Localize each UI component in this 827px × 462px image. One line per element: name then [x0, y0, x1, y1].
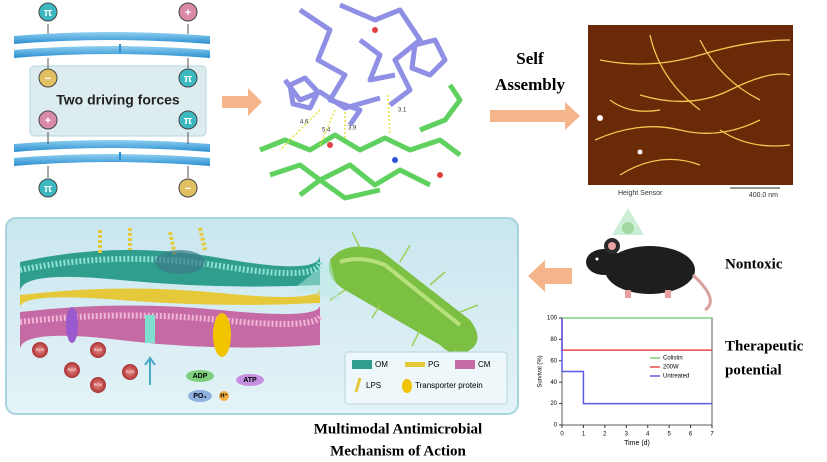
distance-label: 3.9 [348, 126, 357, 132]
molecule-label: ATP [243, 377, 257, 384]
charge-badge [178, 110, 198, 130]
therapeutic-label: Therapeutic [725, 338, 804, 354]
molecule-badge [188, 390, 212, 402]
molecule-label: ADP [193, 373, 208, 380]
legend-label: CM [478, 360, 491, 369]
x-tick-label: 7 [710, 432, 714, 438]
x-tick-label: 0 [560, 432, 564, 438]
charge-label: π [44, 183, 53, 195]
afm-scale: 400.0 nm [749, 192, 778, 199]
legend-label: PG [428, 360, 440, 369]
charge-label: + [45, 115, 51, 127]
charge-label: − [45, 73, 51, 85]
y-tick-label: 20 [550, 401, 557, 407]
charge-badge [178, 178, 198, 198]
arrow [222, 88, 262, 116]
charge-badge [38, 178, 58, 198]
assembly-label: Assembly [495, 75, 565, 94]
legend-label: OM [375, 360, 388, 369]
mechanism-legend [344, 351, 508, 405]
band [14, 154, 210, 166]
survival-line [561, 318, 712, 405]
x-tick-label: 4 [646, 432, 650, 438]
band [14, 140, 210, 152]
molecule-label: H⁺ [220, 393, 228, 400]
legend-label: 200W [663, 365, 679, 371]
legend-label: Untreated [663, 374, 689, 380]
survival-line [561, 318, 712, 351]
legend-label: Transporter protein [415, 381, 483, 390]
charge-label: π [184, 115, 193, 127]
afm-image: Height Sensor 400.0 nm [588, 25, 793, 199]
band [14, 32, 210, 44]
afm-channel: Height Sensor [618, 190, 663, 197]
molecule-label: PO₄ [193, 393, 206, 400]
membrane-layers [19, 227, 323, 385]
membrane-panel: Two driving forces [14, 32, 210, 166]
therapeutic-label: potential [725, 362, 782, 378]
x-axis-label: Time (d) [624, 440, 650, 447]
charge-badge [178, 2, 198, 22]
ros-label: ROS [68, 367, 77, 372]
molecular-structure [259, 2, 463, 201]
y-axis-label: Survival (%) [538, 355, 544, 387]
survival-chart: 0 20 40 60 80 100 0 1 2 3 4 5 6 7 Time (d) Survival (%)… [538, 316, 715, 447]
bacterium [292, 231, 479, 367]
ros-label: ROS [36, 347, 45, 352]
molecule-badge [186, 370, 214, 382]
charge-badge [38, 2, 58, 22]
panel-label: Two driving forces [56, 92, 180, 108]
charge-badge [178, 68, 198, 88]
ros-label: ROS [94, 382, 103, 387]
distance-label: 3.1 [398, 108, 407, 114]
x-tick-label: 3 [625, 432, 629, 438]
y-tick-label: 0 [554, 423, 558, 429]
ros-label: ROS [94, 347, 103, 352]
charge-label: − [185, 183, 191, 195]
legend-label: LPS [366, 381, 381, 390]
mouse [586, 208, 712, 312]
y-tick-label: 100 [547, 316, 558, 322]
molecule-badge [236, 374, 264, 386]
mechanism-title: Mechanism of Action [330, 443, 466, 459]
charges: π + − π + π π − [38, 2, 198, 198]
distance-label: 5.4 [322, 128, 331, 134]
y-tick-label: 40 [550, 380, 557, 386]
charge-label: + [185, 7, 191, 19]
arrow [490, 102, 580, 130]
mechanism-title: Multimodal Antimicrobial [314, 421, 482, 437]
molecule-badge [219, 391, 229, 401]
legend-label: Colistin [663, 356, 683, 362]
nontoxic-label: Nontoxic [725, 256, 783, 272]
charge-label: π [44, 7, 53, 19]
charge-badge [38, 68, 58, 88]
charge-badge [38, 110, 58, 130]
arrow [528, 260, 572, 292]
x-tick-label: 1 [582, 432, 586, 438]
assembly-label: Self [516, 49, 544, 68]
x-tick-label: 5 [667, 432, 671, 438]
label-box [29, 65, 207, 137]
ros-label: ROS [126, 369, 135, 374]
distance-label: 4.6 [300, 120, 309, 126]
x-tick-label: 2 [603, 432, 607, 438]
y-tick-label: 60 [550, 358, 557, 364]
ros-particles [32, 342, 138, 393]
band [14, 46, 210, 58]
y-tick-label: 80 [550, 337, 557, 343]
plot-area [561, 317, 713, 426]
x-tick-label: 6 [689, 432, 693, 438]
charge-label: π [184, 73, 193, 85]
